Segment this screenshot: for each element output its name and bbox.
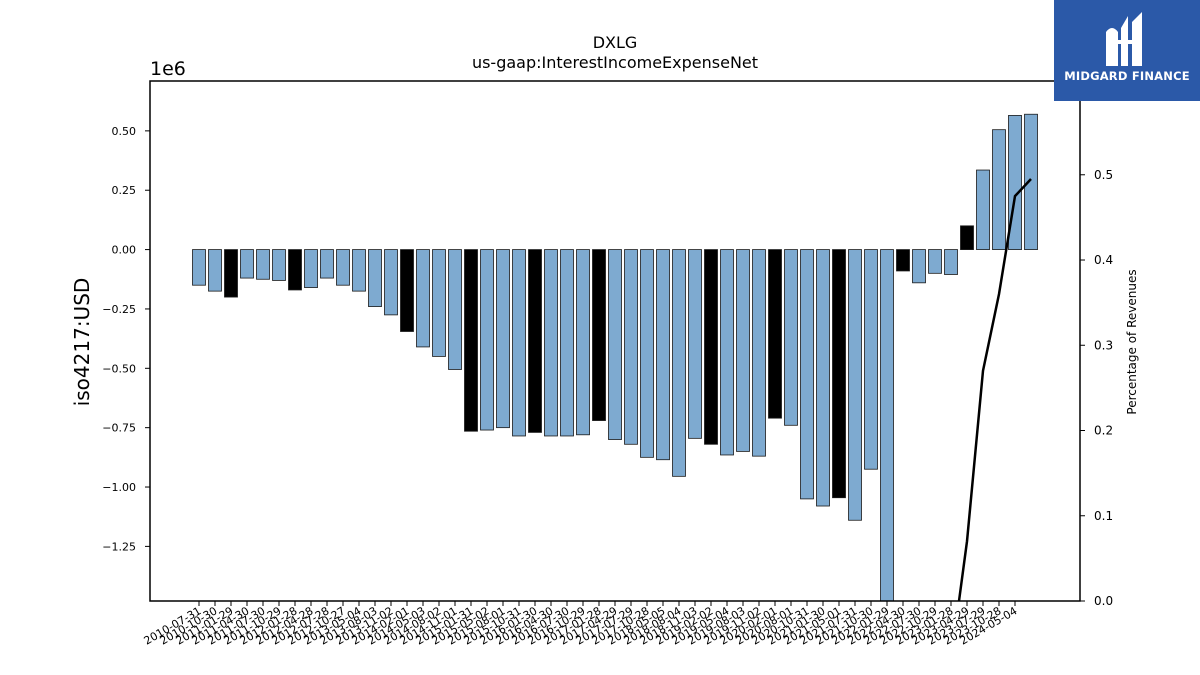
bar	[416, 249, 430, 348]
bar	[752, 249, 766, 457]
bar	[320, 249, 334, 279]
bar	[384, 249, 398, 316]
bar	[512, 249, 526, 437]
ratio-line	[957, 178, 1032, 602]
bar	[688, 249, 702, 439]
bar	[288, 249, 302, 291]
bar	[704, 249, 718, 445]
bar	[480, 249, 494, 431]
y2-tick-label: 0.0	[1094, 594, 1113, 608]
bar	[944, 249, 958, 275]
y-tick-label: −0.50	[102, 362, 136, 375]
bar	[448, 249, 462, 370]
bar	[928, 249, 942, 274]
y-tick-label: 0.25	[112, 184, 137, 197]
y-tick-label: −1.00	[102, 481, 136, 494]
y-tick-label: 0.00	[112, 244, 137, 257]
y-tick-label: −1.25	[102, 540, 136, 553]
bar	[592, 249, 606, 421]
bar	[880, 249, 894, 602]
bar	[912, 249, 926, 284]
x-axis-ticks: 2010-07-312010-10-302011-01-292011-04-30…	[142, 601, 1020, 648]
bar	[976, 169, 990, 250]
bar	[768, 249, 782, 419]
y2-tick-label: 0.4	[1094, 253, 1113, 267]
y2-tick-label: 0.1	[1094, 509, 1113, 523]
y-axis-ticks: 0.50 0.25 0.00 −0.25 −0.50 −0.75 −1.00 −1.25	[102, 125, 150, 553]
bar	[624, 249, 638, 445]
bar	[640, 249, 654, 458]
brand-logo: MIDGARD FINANCE	[1054, 0, 1200, 101]
bar	[528, 249, 542, 433]
brand-name: MIDGARD FINANCE	[1064, 69, 1190, 83]
bar	[560, 249, 574, 437]
y-tick-label: 0.50	[112, 125, 137, 138]
bar	[272, 249, 286, 281]
bar	[576, 249, 590, 436]
y2-tick-label: 0.3	[1094, 338, 1113, 352]
bar	[992, 129, 1006, 250]
bar	[960, 225, 974, 250]
bar	[672, 249, 686, 477]
bar	[784, 249, 798, 426]
y2-axis-label: Percentage of Revenues	[1125, 269, 1139, 414]
bar	[1024, 113, 1038, 250]
bar	[848, 249, 862, 521]
y-tick-label: −0.25	[102, 303, 136, 316]
chart-subtitle: us-gaap:InterestIncomeExpenseNet	[472, 53, 758, 72]
bar	[656, 249, 670, 461]
y2-axis-ticks: 0.0 0.1 0.2 0.3 0.4 0.5	[1080, 168, 1113, 608]
chart-title: DXLG	[593, 33, 638, 52]
bar	[352, 249, 366, 292]
bar	[544, 249, 558, 437]
y-offset-label: 1e6	[150, 58, 186, 80]
bar	[720, 249, 734, 456]
bar	[816, 249, 830, 507]
y-axis-label: iso4217:USD	[70, 278, 94, 407]
plot-frame	[149, 80, 1081, 602]
y2-tick-label: 0.2	[1094, 424, 1113, 438]
bar	[608, 249, 622, 440]
bar	[864, 249, 878, 470]
bar	[400, 249, 414, 332]
midgard-logo-icon	[1106, 12, 1142, 66]
bar	[208, 249, 222, 292]
bar	[336, 249, 350, 286]
bar	[496, 249, 510, 429]
bar	[896, 249, 910, 272]
ratio-line-group	[957, 178, 1032, 602]
y-tick-label: −0.75	[102, 422, 136, 435]
bar	[736, 249, 750, 452]
bar	[192, 249, 206, 286]
bar	[368, 249, 382, 307]
bar	[432, 249, 446, 357]
bar	[224, 249, 238, 298]
bar	[256, 249, 270, 280]
bar	[832, 249, 846, 499]
bar	[800, 249, 814, 500]
y2-tick-label: 0.5	[1094, 168, 1113, 182]
bar	[304, 249, 318, 288]
bars-group	[192, 113, 1038, 602]
bar	[464, 249, 478, 432]
bar	[240, 249, 254, 279]
